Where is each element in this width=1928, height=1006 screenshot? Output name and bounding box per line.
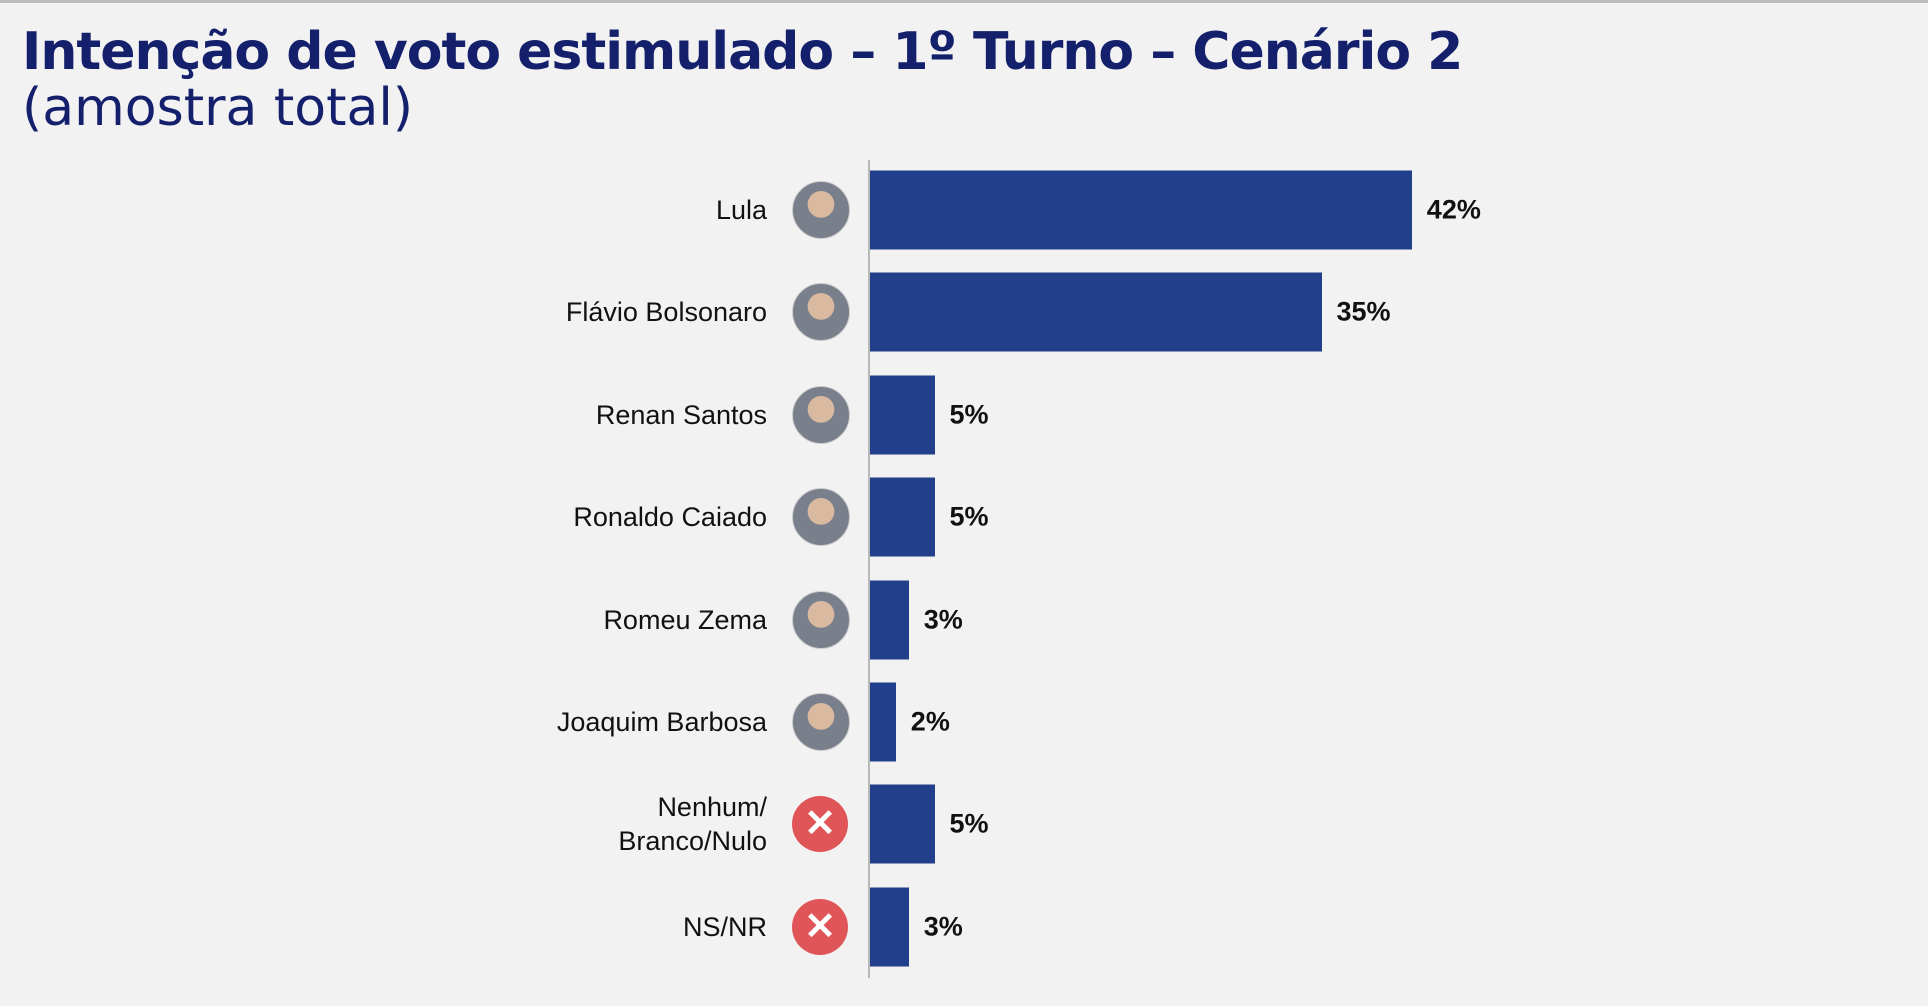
category-label: Ronaldo Caiado <box>573 502 767 533</box>
avatar <box>792 385 850 444</box>
value-label: 35% <box>1336 296 1391 327</box>
chart-title: Intenção de voto estimulado – 1º Turno –… <box>22 22 1463 82</box>
value-label: 3% <box>923 911 963 942</box>
avatar <box>792 488 850 547</box>
bar <box>870 375 935 455</box>
value-label: 5% <box>949 399 989 430</box>
category-label: Renan Santos <box>595 399 767 430</box>
value-label: 5% <box>949 808 989 839</box>
value-label: 3% <box>923 604 963 635</box>
chart-subtitle: (amostra total) <box>22 78 414 138</box>
bar <box>870 272 1322 352</box>
avatar <box>792 693 850 751</box>
category-axis <box>868 160 870 978</box>
category-label: NS/NR <box>682 911 767 942</box>
category-label: Nenhum/ Branco/Nulo <box>618 792 767 857</box>
value-label: 2% <box>910 706 950 737</box>
x-icon: ✕ <box>792 898 848 955</box>
bar <box>870 784 935 864</box>
x-icon: ✕ <box>792 796 848 853</box>
bar <box>870 580 909 660</box>
bar <box>870 682 896 762</box>
top-border <box>0 0 1928 3</box>
avatar <box>792 590 850 649</box>
category-label: Flávio Bolsonaro <box>565 297 767 328</box>
category-label: Romeu Zema <box>603 604 767 635</box>
category-label: Lula <box>715 195 767 225</box>
value-label: 42% <box>1426 194 1481 225</box>
value-label: 5% <box>949 501 989 532</box>
bar <box>870 170 1412 250</box>
bar <box>870 477 935 557</box>
avatar <box>792 283 850 342</box>
category-label: Joaquim Barbosa <box>556 707 767 737</box>
avatar <box>792 181 850 239</box>
bar <box>870 887 909 967</box>
